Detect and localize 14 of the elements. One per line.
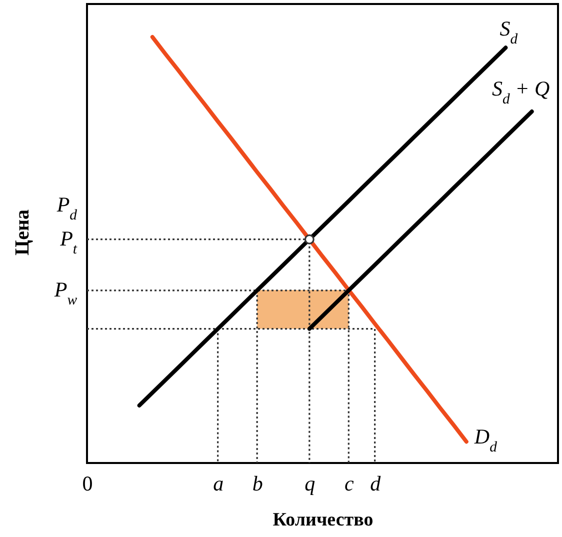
x-tick-label: c [344, 472, 355, 496]
x-tick-label: a [213, 472, 224, 496]
text: P$_{d}$ [56, 192, 78, 224]
series-label: D$_{d}$ [473, 424, 498, 456]
annotation: P$_{t}$ [59, 226, 78, 258]
series-label: S$_{d}$ [500, 16, 518, 48]
x-tick-label: b [252, 472, 263, 496]
series-label: S$_{d}$ + Q [492, 76, 550, 108]
x-tick-label: q [304, 472, 316, 496]
annotation: P$_{w}$ [53, 277, 78, 308]
x-tick-label: 0 [82, 472, 93, 496]
y-axis-title: Цена [12, 210, 34, 256]
x-axis-title: Количество [272, 510, 374, 530]
x-tick-label: d [370, 472, 382, 496]
